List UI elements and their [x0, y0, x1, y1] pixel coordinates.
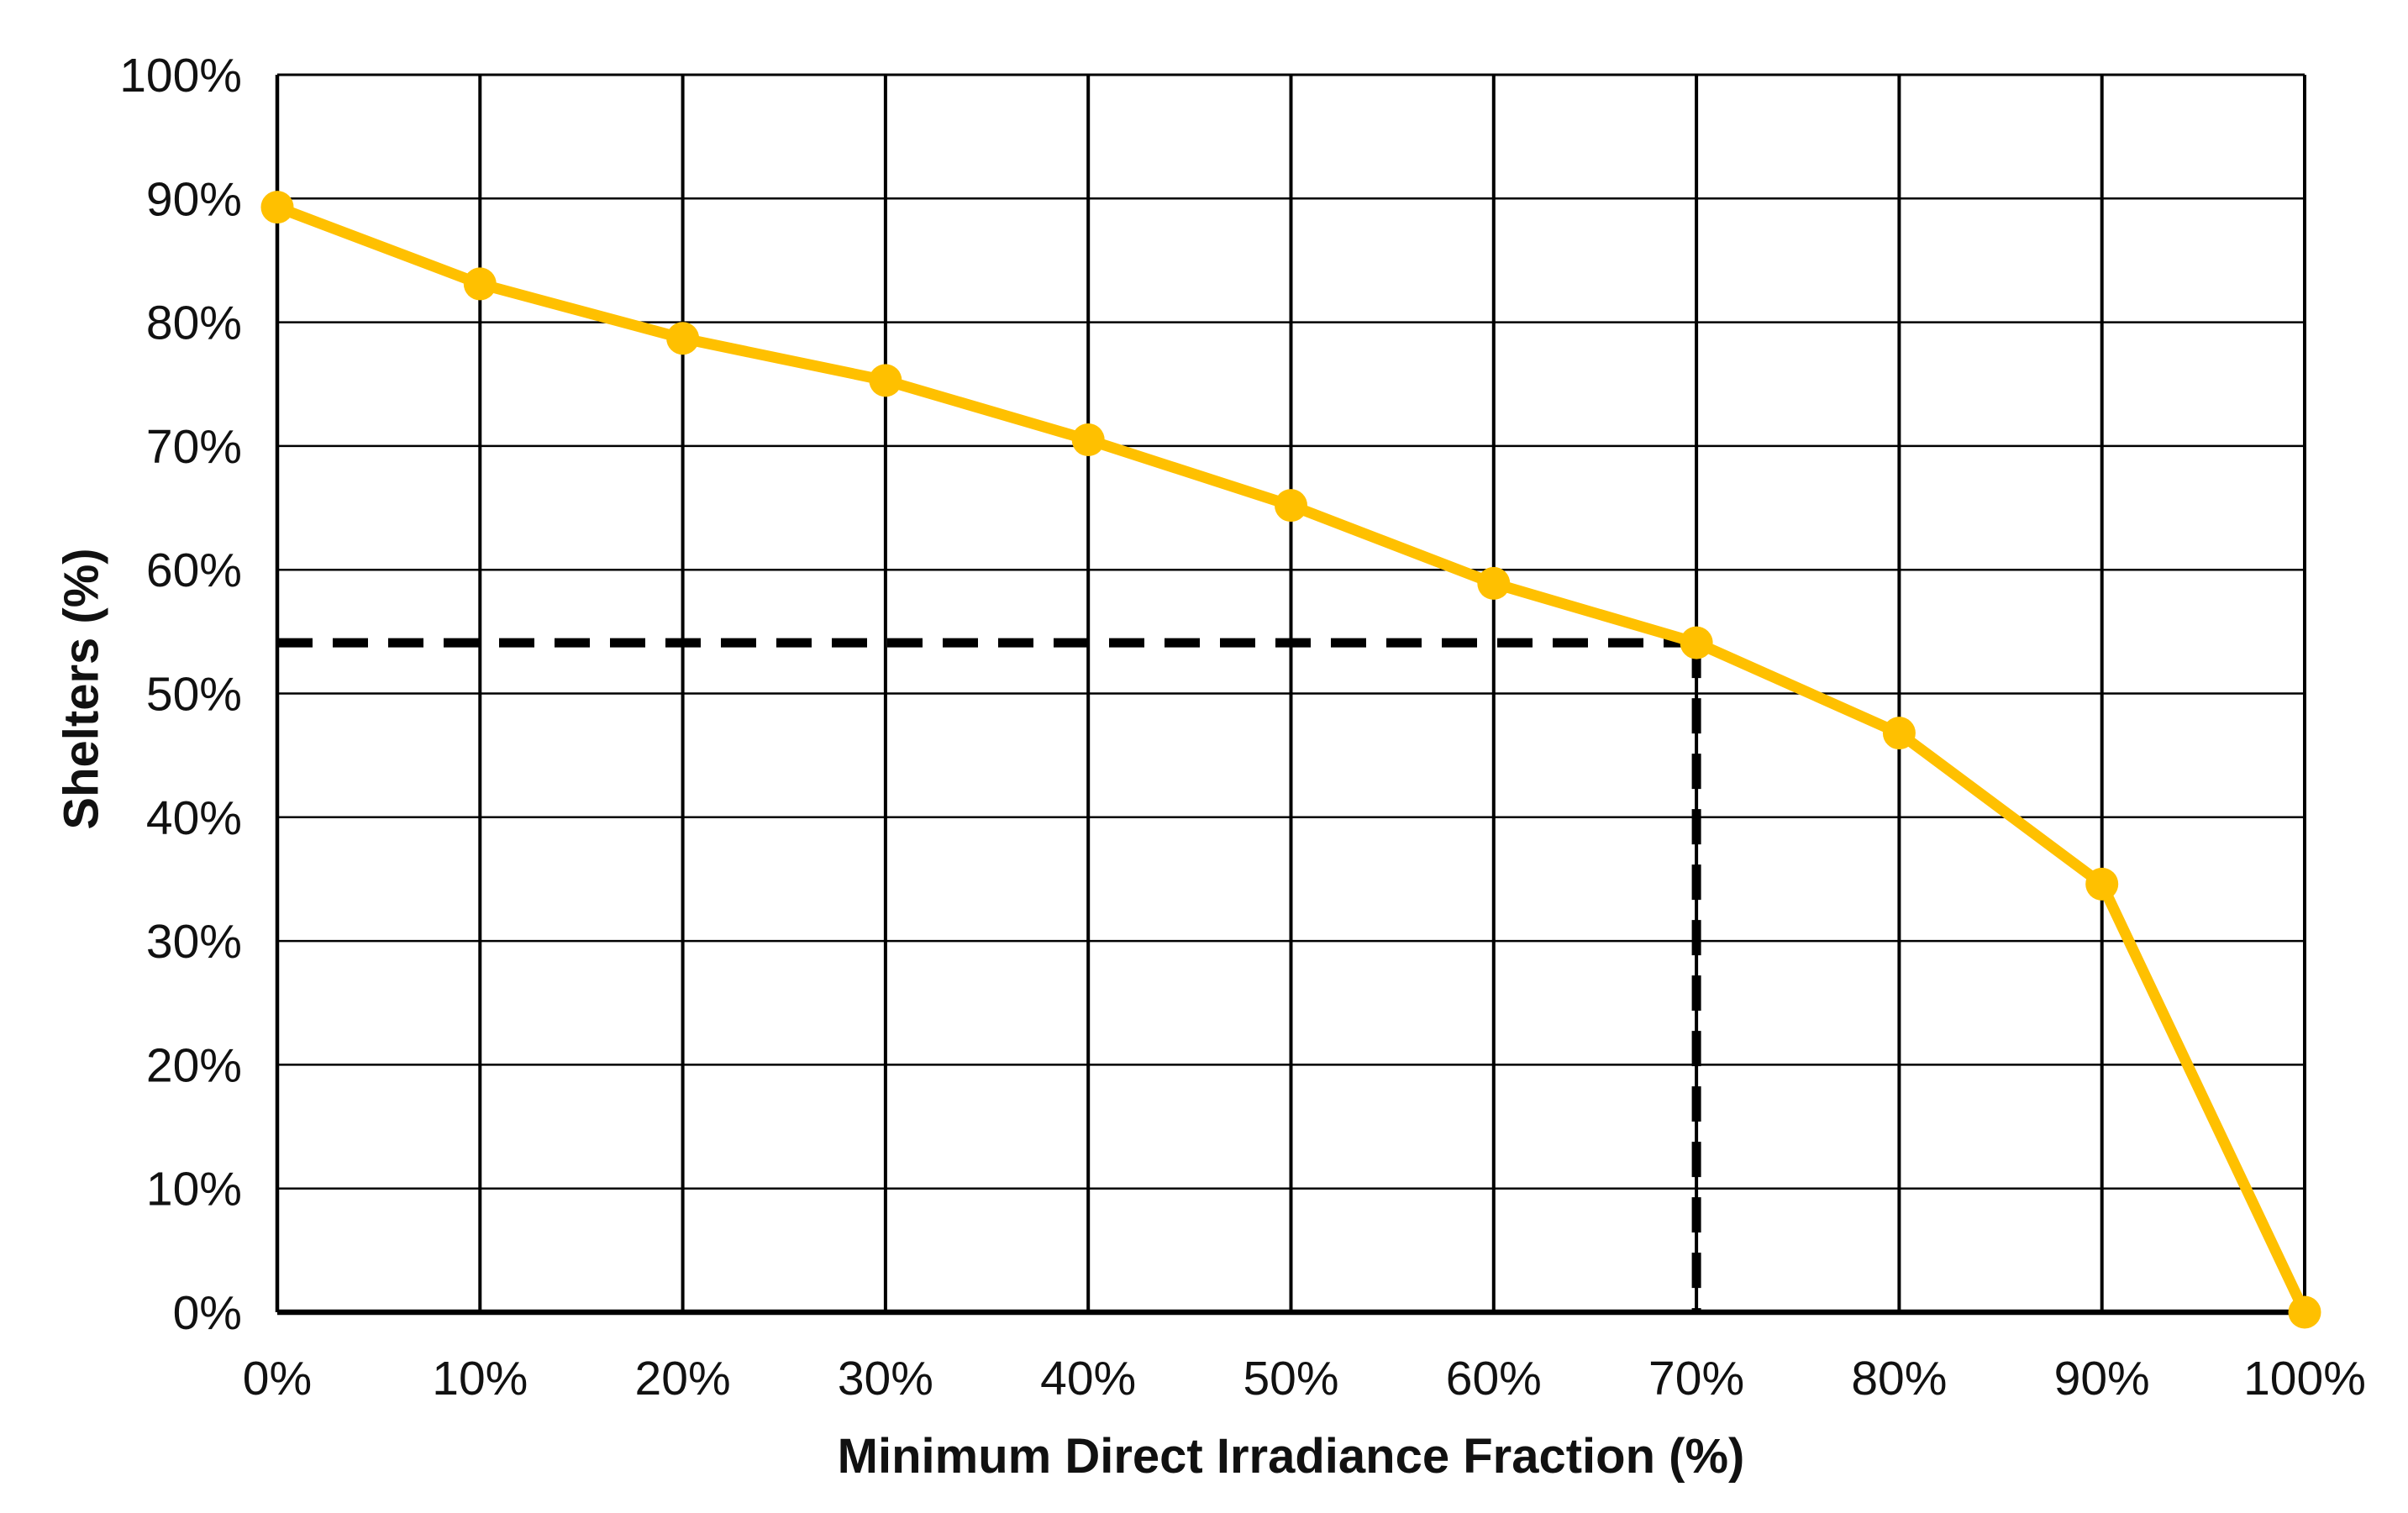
y-tick-label: 60%	[146, 544, 242, 597]
x-tick-label: 70%	[1648, 1352, 1744, 1405]
x-tick-label: 60%	[1446, 1352, 1542, 1405]
y-tick-label: 50%	[146, 668, 242, 722]
y-tick-label: 80%	[146, 297, 242, 350]
x-tick-label: 10%	[432, 1352, 528, 1405]
data-point-marker	[666, 322, 700, 355]
data-point-marker	[869, 364, 902, 397]
x-tick-label: 30%	[838, 1352, 933, 1405]
y-tick-label: 30%	[146, 915, 242, 969]
y-tick-label: 20%	[146, 1038, 242, 1092]
x-tick-label: 50%	[1243, 1352, 1338, 1405]
y-tick-label: 90%	[146, 172, 242, 226]
data-point-marker	[260, 191, 294, 224]
x-tick-label: 90%	[2054, 1352, 2150, 1405]
y-tick-label: 10%	[146, 1163, 242, 1216]
x-tick-label: 0%	[243, 1352, 312, 1405]
data-point-marker	[463, 267, 497, 301]
y-tick-label: 0%	[173, 1286, 242, 1340]
x-axis-title: Minimum Direct Irradiance Fraction (%)	[837, 1429, 1745, 1484]
x-tick-label: 20%	[635, 1352, 731, 1405]
data-point-marker	[2288, 1295, 2321, 1329]
x-tick-label: 80%	[1851, 1352, 1947, 1405]
data-point-marker	[1071, 423, 1105, 457]
data-point-marker	[1882, 717, 1916, 750]
y-tick-label: 70%	[146, 420, 242, 474]
x-tick-label: 40%	[1040, 1352, 1136, 1405]
y-tick-label: 40%	[146, 791, 242, 845]
data-point-marker	[1477, 566, 1511, 600]
y-tick-label: 100%	[119, 49, 242, 102]
x-tick-label: 100%	[2243, 1352, 2366, 1405]
data-point-marker	[1680, 626, 1713, 659]
y-axis-title: Shelters (%)	[54, 548, 109, 830]
data-point-marker	[2085, 867, 2119, 901]
data-point-marker	[1275, 489, 1307, 523]
